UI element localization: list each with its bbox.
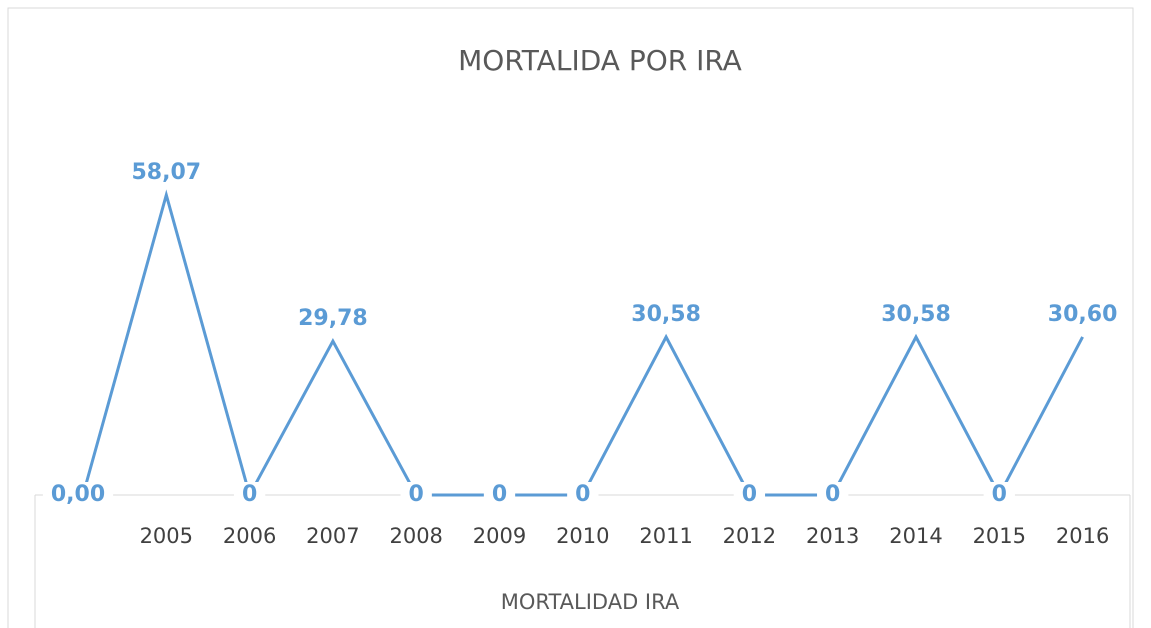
chart-border — [7, 7, 1134, 628]
x-tick-label: 2011 — [639, 524, 692, 548]
data-label-bg — [400, 482, 432, 507]
x-axis-title: MORTALIDAD IRA — [501, 590, 680, 614]
x-tick-label: 2016 — [1056, 524, 1109, 548]
data-label: 0,00 — [51, 482, 105, 507]
chart-title: MORTALIDA POR IRA — [458, 44, 742, 77]
data-label: 29,78 — [298, 306, 368, 331]
data-label-bg — [233, 482, 266, 507]
data-label: 0 — [825, 482, 840, 507]
data-label: 30,58 — [631, 302, 701, 327]
data-label: 30,58 — [881, 302, 951, 327]
data-label: 0 — [742, 482, 757, 507]
data-label-bg — [733, 482, 766, 507]
data-label: 0 — [575, 482, 590, 507]
data-label: 0 — [409, 482, 424, 507]
x-tick-label: 2005 — [140, 524, 193, 548]
x-tick-label: 2007 — [306, 524, 359, 548]
data-label: 0 — [992, 482, 1007, 507]
x-tick-label: 2010 — [556, 524, 609, 548]
data-label-bg — [567, 482, 599, 507]
data-label-bg — [483, 482, 516, 507]
data-label: 58,07 — [132, 160, 202, 185]
data-label-bg — [983, 482, 1015, 507]
x-tick-label: 2006 — [223, 524, 276, 548]
data-label: 30,60 — [1048, 302, 1118, 327]
data-label-bg — [817, 482, 849, 507]
x-tick-label: 2012 — [723, 524, 776, 548]
data-label: 0 — [492, 482, 507, 507]
x-tick-label: 2015 — [973, 524, 1026, 548]
data-label-bg — [42, 482, 114, 507]
x-tick-label: 2008 — [389, 524, 442, 548]
data-label: 0 — [242, 482, 257, 507]
x-tick-label: 2009 — [473, 524, 526, 548]
x-tick-label: 2013 — [806, 524, 859, 548]
x-tick-label: 2014 — [889, 524, 942, 548]
